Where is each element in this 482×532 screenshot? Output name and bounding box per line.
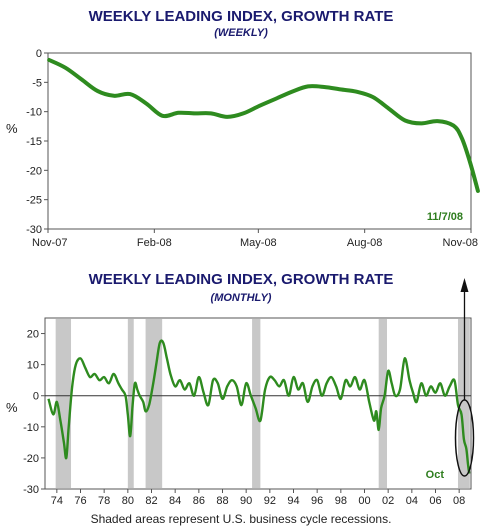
- bottom-x-tick-label: 06: [429, 495, 441, 507]
- top-y-tick-label: -30: [26, 224, 42, 236]
- bottom-x-tick-label: 92: [264, 495, 276, 507]
- top-chart-subtitle: (WEEKLY): [214, 27, 268, 39]
- monthly-growth-line: [47, 339, 471, 474]
- bottom-x-tick-label: 04: [406, 495, 418, 507]
- top-y-tick-label: -10: [26, 107, 42, 119]
- bottom-x-tick-label: 80: [122, 495, 134, 507]
- bottom-x-tick-label: 90: [240, 495, 252, 507]
- top-y-tick-label: -15: [26, 136, 42, 148]
- bottom-y-tick-label: -20: [23, 453, 39, 465]
- weekly-growth-line: [47, 58, 480, 193]
- bottom-y-tick-label: 0: [33, 391, 39, 403]
- recession-band: [252, 319, 261, 488]
- bottom-x-tick-label: 88: [216, 495, 228, 507]
- bottom-y-tick-label: -10: [23, 422, 39, 434]
- recession-band: [145, 319, 163, 488]
- bottom-chart-subtitle: (MONTHLY): [210, 292, 272, 304]
- arrow-head: [460, 278, 469, 292]
- top-y-tick-label: 0: [36, 48, 42, 60]
- bottom-x-tick-label: 98: [335, 495, 347, 507]
- recession-footnote: Shaded areas represent U.S. business cyc…: [90, 512, 392, 526]
- bottom-x-tick-label: 76: [74, 495, 86, 507]
- top-x-tick-label: Nov-08: [443, 237, 478, 249]
- bottom-x-tick-label: 82: [145, 495, 157, 507]
- bottom-x-tick-label: 84: [169, 495, 181, 507]
- bottom-y-tick-label: -30: [23, 484, 39, 496]
- top-chart-title: WEEKLY LEADING INDEX, GROWTH RATE: [88, 8, 394, 25]
- bottom-y-tick-label: 20: [27, 329, 39, 341]
- latest-month-annotation: Oct: [426, 469, 445, 481]
- bottom-x-tick-label: 96: [311, 495, 323, 507]
- recession-band: [127, 319, 134, 488]
- bottom-x-tick-label: 94: [287, 495, 299, 507]
- top-y-tick-label: -25: [26, 195, 42, 207]
- bottom-x-tick-label: 78: [98, 495, 110, 507]
- bottom-y-tick-label: 10: [27, 360, 39, 372]
- top-y-tick-label: -20: [26, 165, 42, 177]
- top-x-tick-label: Aug-08: [347, 237, 382, 249]
- recession-band: [457, 319, 470, 488]
- top-y-tick-label: -5: [32, 77, 42, 89]
- top-y-axis-label: %: [6, 121, 18, 136]
- top-x-tick-label: Nov-07: [32, 237, 67, 249]
- bottom-x-tick-label: 00: [358, 495, 370, 507]
- top-x-tick-label: May-08: [240, 237, 277, 249]
- bottom-x-tick-label: 08: [453, 495, 465, 507]
- top-plot-frame: [47, 52, 472, 230]
- bottom-x-tick-label: 86: [193, 495, 205, 507]
- bottom-y-axis-label: %: [6, 400, 18, 415]
- bottom-x-tick-label: 02: [382, 495, 394, 507]
- bottom-x-tick-label: 74: [51, 495, 63, 507]
- bottom-chart-title: WEEKLY LEADING INDEX, GROWTH RATE: [88, 271, 394, 288]
- top-x-tick-label: Feb-08: [137, 237, 172, 249]
- latest-date-annotation: 11/7/08: [427, 211, 463, 223]
